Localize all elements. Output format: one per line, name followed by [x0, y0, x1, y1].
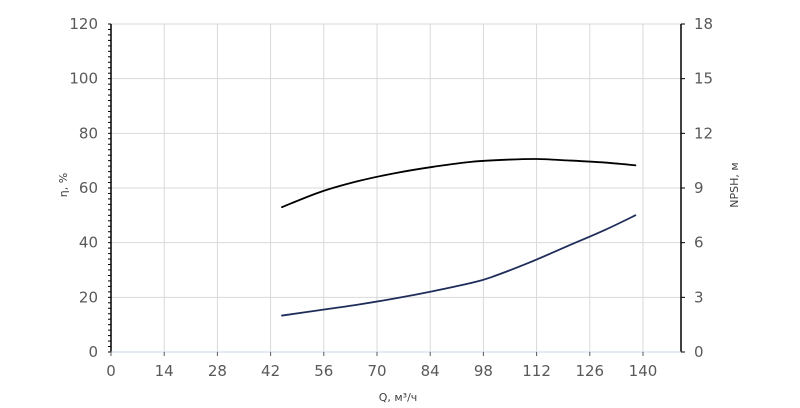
x-tick-label-3: 42 — [261, 362, 280, 380]
npsh-curve — [281, 214, 637, 317]
y-left-axis-title: η, % — [57, 173, 70, 197]
x-tick-label-4: 56 — [314, 362, 333, 380]
left-tick-labels: 0 20 40 60 80 100 120 — [69, 15, 98, 361]
left-tick-label-6: 120 — [69, 15, 98, 33]
left-tick-label-1: 20 — [79, 288, 98, 306]
efficiency-curve — [281, 158, 637, 209]
left-tick-label-3: 60 — [79, 179, 98, 197]
x-tick-label-0: 0 — [106, 362, 116, 380]
axes — [108, 23, 685, 356]
x-tick-labels: 0 14 28 42 56 70 84 98 112 126 140 — [106, 362, 657, 380]
right-tick-label-5: 15 — [694, 70, 713, 88]
x-tick-label-6: 84 — [421, 362, 440, 380]
right-tick-label-2: 6 — [694, 234, 704, 252]
left-tick-label-2: 40 — [79, 234, 98, 252]
x-tick-label-2: 28 — [208, 362, 227, 380]
y-right-axis-title: NPSH, м — [728, 162, 741, 207]
left-tick-label-0: 0 — [88, 343, 98, 361]
right-tick-label-6: 18 — [694, 15, 713, 33]
x-tick-label-7: 98 — [474, 362, 493, 380]
x-tick-label-9: 126 — [575, 362, 604, 380]
x-tick-label-5: 70 — [367, 362, 386, 380]
right-tick-label-4: 12 — [694, 124, 713, 142]
right-tick-labels: 0 3 6 9 12 15 18 — [694, 15, 713, 361]
x-tick-label-10: 140 — [629, 362, 658, 380]
x-tick-label-8: 112 — [522, 362, 551, 380]
left-tick-label-4: 80 — [79, 124, 98, 142]
right-tick-label-1: 3 — [694, 288, 704, 306]
right-tick-label-3: 9 — [694, 179, 704, 197]
x-axis-title: Q, м³/ч — [379, 391, 418, 404]
right-tick-label-0: 0 — [694, 343, 704, 361]
grid-lines — [111, 23, 681, 352]
x-tick-label-1: 14 — [155, 362, 174, 380]
left-tick-label-5: 100 — [69, 70, 98, 88]
series-lines — [281, 158, 637, 317]
